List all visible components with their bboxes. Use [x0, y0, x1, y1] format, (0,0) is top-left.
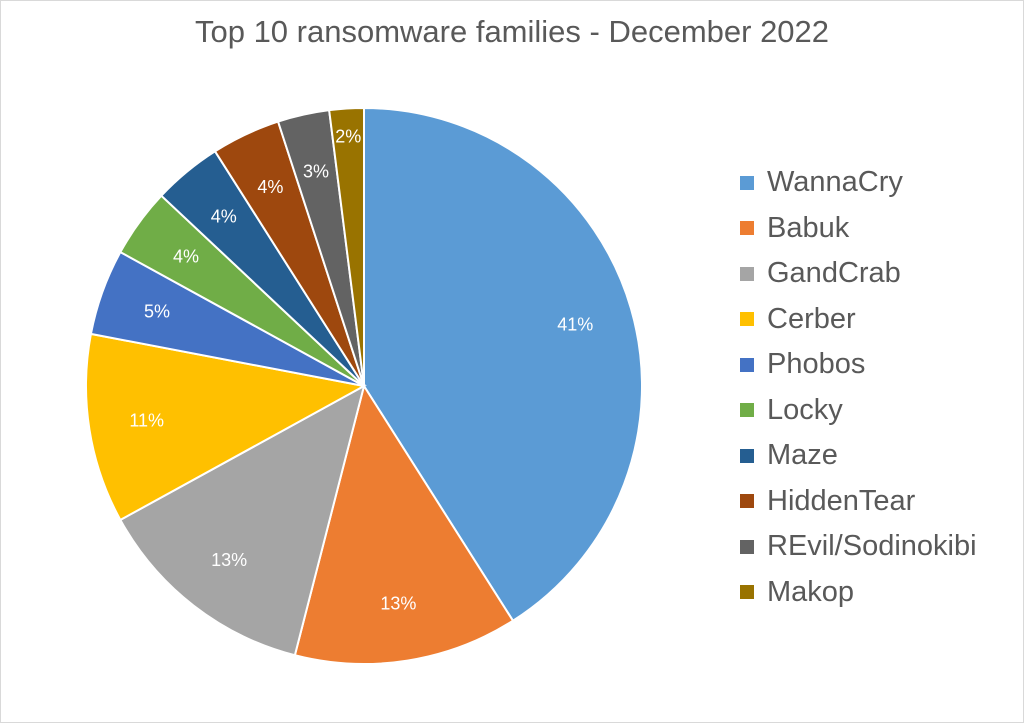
legend-label-3: Cerber: [767, 302, 856, 335]
legend-item-9: Makop: [740, 570, 1020, 616]
slice-label-3: 11%: [129, 410, 164, 430]
legend-swatch-2: [740, 266, 754, 281]
legend-swatch-9: [740, 585, 754, 600]
pie-slice-3: [85, 332, 367, 522]
legend-item-2: GandCrab: [740, 251, 1020, 297]
pie-slice-0: [363, 106, 643, 623]
slice-label-4: 5%: [144, 301, 170, 321]
legend-swatch-4: [740, 357, 754, 372]
pie-slice-9: [328, 106, 365, 387]
legend-item-1: Babuk: [740, 206, 1020, 252]
legend-swatch-7: [740, 494, 754, 509]
legend-label-1: Babuk: [767, 211, 850, 244]
legend-item-5: Locky: [740, 388, 1020, 434]
legend-item-3: Cerber: [740, 297, 1020, 343]
slice-label-9: 2%: [335, 126, 361, 146]
legend-label-5: Locky: [767, 393, 843, 426]
legend-label-8: REvil/Sodinokibi: [767, 530, 977, 563]
slice-label-1: 13%: [380, 593, 416, 613]
legend-label-0: WannaCry: [767, 166, 903, 199]
legend-swatch-0: [740, 175, 754, 190]
pie-slice-2: [119, 384, 366, 657]
legend-swatch-1: [740, 221, 754, 236]
legend-item-6: Maze: [740, 433, 1020, 479]
legend-item-7: HiddenTear: [740, 479, 1020, 525]
legend-label-9: Makop: [767, 575, 855, 608]
slice-label-5: 4%: [173, 247, 199, 267]
pie-slice-1: [293, 383, 515, 665]
legend-swatch-6: [740, 448, 754, 463]
slice-label-0: 41%: [557, 315, 593, 335]
legend-label-7: HiddenTear: [767, 484, 916, 517]
slice-label-8: 3%: [303, 161, 329, 181]
legend-swatch-8: [740, 539, 754, 554]
legend-label-2: GandCrab: [767, 257, 901, 290]
slice-label-7: 4%: [257, 177, 283, 197]
legend-label-4: Phobos: [767, 348, 866, 381]
legend-swatch-5: [740, 403, 754, 418]
legend-swatch-3: [740, 312, 754, 327]
slice-label-2: 13%: [211, 550, 247, 570]
legend-item-0: WannaCry: [740, 160, 1020, 206]
legend-item-8: REvil/Sodinokibi: [740, 524, 1020, 570]
chart-legend: WannaCry Babuk GandCrab Cerber Phobos Locky Ma…: [740, 160, 1020, 615]
chart-title: Top 10 ransomware families - December 20…: [194, 14, 830, 49]
slice-label-6: 4%: [211, 206, 237, 226]
legend-label-6: Maze: [767, 439, 838, 472]
legend-item-4: Phobos: [740, 342, 1020, 388]
